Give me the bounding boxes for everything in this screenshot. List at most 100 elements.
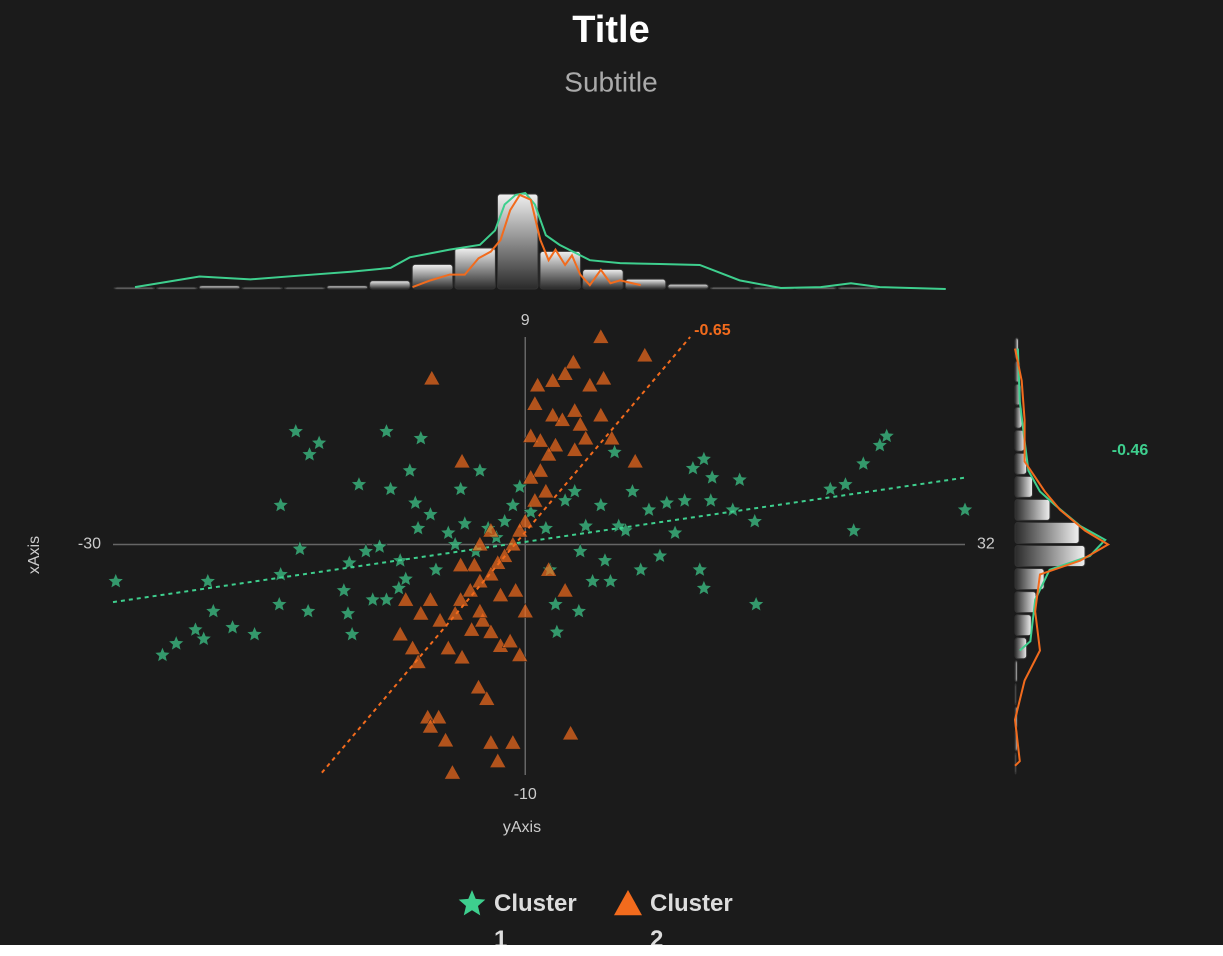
histogram-bar xyxy=(709,286,752,290)
data-point xyxy=(691,561,709,577)
data-point xyxy=(446,605,464,621)
histogram-bar xyxy=(156,286,198,290)
data-point xyxy=(566,482,583,499)
data-point xyxy=(703,468,721,485)
data-point xyxy=(154,646,171,663)
data-point xyxy=(556,492,574,508)
data-point xyxy=(478,690,496,706)
data-point xyxy=(537,482,555,499)
data-point xyxy=(632,561,649,577)
data-point xyxy=(746,512,763,529)
data-point xyxy=(195,630,212,646)
data-point xyxy=(471,602,489,618)
data-point xyxy=(956,501,974,517)
x-axis-title: yAxis xyxy=(503,819,541,836)
data-point xyxy=(547,436,564,452)
data-point xyxy=(548,623,566,640)
data-point xyxy=(747,595,765,612)
histogram-bar xyxy=(624,278,667,290)
data-point xyxy=(540,561,558,577)
histogram-bar xyxy=(582,268,624,290)
data-point xyxy=(596,551,614,568)
data-point xyxy=(581,376,599,393)
data-point xyxy=(695,450,713,467)
data-point xyxy=(702,492,719,508)
data-point xyxy=(482,734,500,750)
histogram-bar xyxy=(667,283,709,290)
data-point xyxy=(391,625,409,642)
data-point xyxy=(397,570,414,587)
data-point xyxy=(167,634,185,651)
data-point xyxy=(531,462,549,478)
data-point xyxy=(584,572,601,589)
data-point xyxy=(556,582,574,598)
data-point xyxy=(382,480,399,497)
histogram-bar xyxy=(1014,475,1033,498)
data-point xyxy=(845,521,862,538)
data-point xyxy=(474,612,492,628)
data-point xyxy=(626,452,644,469)
data-point xyxy=(507,582,525,598)
chart-title: Title xyxy=(572,9,649,51)
data-point xyxy=(603,429,621,446)
data-point xyxy=(547,595,564,612)
data-point xyxy=(452,480,469,497)
data-point xyxy=(566,402,584,418)
data-point xyxy=(724,501,741,517)
histogram-bar xyxy=(837,286,880,290)
data-point xyxy=(341,554,358,570)
data-point xyxy=(246,625,263,642)
data-point xyxy=(606,443,623,460)
data-point xyxy=(556,365,574,381)
y-tick-label: 9 xyxy=(521,312,530,329)
data-point xyxy=(504,496,522,513)
data-point xyxy=(453,648,471,665)
data-point xyxy=(357,542,375,559)
data-point xyxy=(343,625,361,642)
legend-item[interactable]: Cluster 1 xyxy=(456,886,584,945)
data-point xyxy=(492,586,509,602)
data-point xyxy=(592,496,610,513)
data-point xyxy=(695,579,713,596)
data-point xyxy=(409,653,427,669)
data-point xyxy=(364,591,381,607)
legend-label: Cluster 1 xyxy=(494,890,577,945)
data-point xyxy=(636,346,654,363)
data-point xyxy=(422,591,439,607)
histogram-bar xyxy=(1014,660,1018,683)
data-point xyxy=(878,427,895,444)
legend-marker xyxy=(614,890,642,916)
data-point xyxy=(390,579,408,596)
legend-item[interactable]: Cluster 2 xyxy=(612,886,740,945)
data-point xyxy=(571,416,589,432)
data-point xyxy=(501,632,519,648)
data-point xyxy=(504,535,522,552)
data-point xyxy=(522,503,539,520)
data-point xyxy=(378,422,395,439)
trend-line xyxy=(321,336,691,774)
data-point xyxy=(427,561,445,577)
histogram-bar xyxy=(1014,637,1028,660)
data-point xyxy=(422,505,439,522)
data-point xyxy=(871,436,889,453)
data-point xyxy=(199,572,217,589)
data-point xyxy=(440,524,457,540)
data-point xyxy=(471,535,489,552)
data-point xyxy=(224,618,241,635)
data-point xyxy=(482,522,500,538)
data-point xyxy=(430,708,448,725)
data-point xyxy=(463,621,481,637)
data-point xyxy=(299,602,317,619)
data-point xyxy=(335,581,353,598)
data-point xyxy=(431,612,449,628)
data-point xyxy=(666,524,684,540)
data-point xyxy=(592,328,610,344)
data-point xyxy=(453,452,471,469)
data-point xyxy=(553,411,571,427)
data-point xyxy=(371,538,388,554)
data-point xyxy=(544,372,562,388)
data-point xyxy=(422,718,439,734)
legend-label: Cluster 2 xyxy=(650,890,733,945)
data-point xyxy=(640,501,658,517)
